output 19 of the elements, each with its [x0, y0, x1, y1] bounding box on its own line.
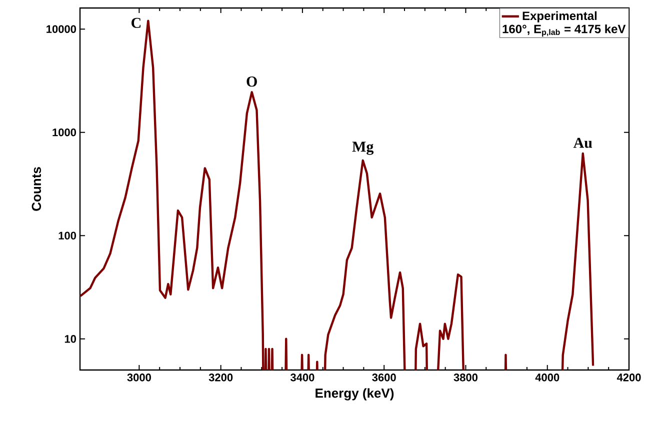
y-tick-label: 100	[58, 232, 76, 240]
y-tick-label: 10000	[46, 25, 76, 33]
y-tick-label: 1000	[52, 128, 76, 136]
x-tick-label: 3600	[372, 374, 396, 382]
x-tick-label: 4200	[616, 374, 641, 382]
x-tick-label: 3000	[127, 374, 151, 382]
x-tick-label: 3400	[290, 374, 314, 382]
x-tick-label: 4000	[535, 374, 560, 382]
annotation: Au	[573, 138, 592, 148]
text: Experimental	[522, 11, 597, 22]
annotation: O	[246, 76, 257, 87]
x-tick-label: 3800	[454, 374, 478, 382]
y-axis-title: Counts	[32, 167, 42, 211]
annotation: Mg	[352, 142, 374, 155]
annotation: C	[132, 18, 140, 28]
y-tick-label: 10	[64, 335, 76, 343]
annotation: 160°, E$_{p,lab}$ = 4175 keV	[502, 24, 626, 37]
x-axis-title: Energy (keV)	[316, 388, 394, 400]
x-tick-label: 3200	[208, 374, 233, 382]
